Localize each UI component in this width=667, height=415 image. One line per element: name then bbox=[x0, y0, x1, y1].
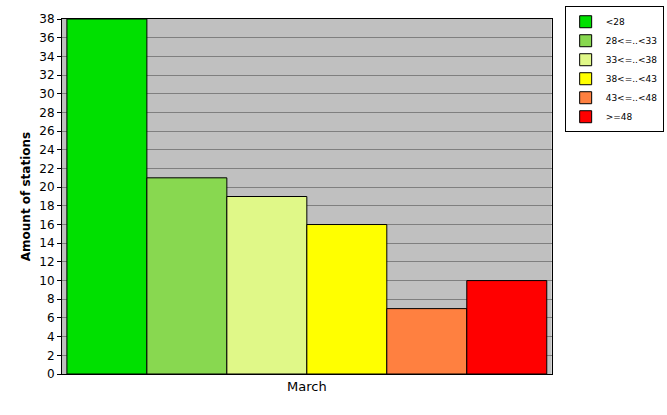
svg-text:6: 6 bbox=[47, 311, 55, 325]
svg-text:24: 24 bbox=[39, 143, 54, 157]
svg-text:32: 32 bbox=[39, 68, 54, 82]
svg-text:22: 22 bbox=[39, 162, 54, 176]
svg-text:34: 34 bbox=[39, 50, 54, 64]
svg-text:38: 38 bbox=[39, 12, 54, 26]
svg-text:4: 4 bbox=[47, 330, 55, 344]
svg-text:43<=..<48: 43<=..<48 bbox=[606, 93, 658, 103]
svg-text:<28: <28 bbox=[606, 17, 625, 27]
svg-text:March: March bbox=[287, 379, 327, 394]
svg-text:28: 28 bbox=[39, 106, 54, 120]
svg-text:28<=..<33: 28<=..<33 bbox=[606, 36, 657, 46]
svg-text:8: 8 bbox=[47, 292, 55, 306]
svg-text:38<=..<43: 38<=..<43 bbox=[606, 74, 657, 84]
svg-text:>=48: >=48 bbox=[606, 112, 633, 122]
svg-text:30: 30 bbox=[39, 87, 54, 101]
svg-text:12: 12 bbox=[39, 255, 54, 269]
svg-text:Amount of stations: Amount of stations bbox=[19, 132, 33, 261]
svg-text:16: 16 bbox=[39, 218, 54, 232]
svg-text:26: 26 bbox=[39, 124, 54, 138]
svg-text:33<=..<38: 33<=..<38 bbox=[606, 55, 658, 65]
svg-text:14: 14 bbox=[39, 236, 54, 250]
svg-text:18: 18 bbox=[39, 199, 54, 213]
svg-text:2: 2 bbox=[47, 349, 55, 363]
svg-text:36: 36 bbox=[39, 31, 54, 45]
svg-text:0: 0 bbox=[47, 367, 55, 381]
svg-text:10: 10 bbox=[39, 274, 54, 288]
svg-text:20: 20 bbox=[39, 180, 54, 194]
